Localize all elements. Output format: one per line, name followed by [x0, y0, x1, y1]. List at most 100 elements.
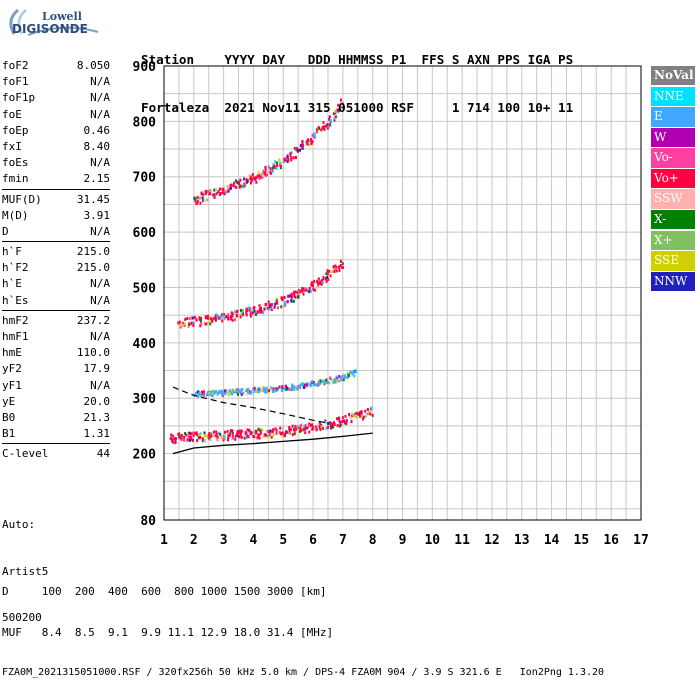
echo-point [318, 379, 321, 383]
echo-point [219, 192, 222, 195]
echo-point [294, 424, 297, 428]
legend-item: W [651, 127, 695, 148]
echo-point [265, 434, 268, 437]
echo-point [301, 382, 304, 386]
y-tick-label: 300 [133, 392, 157, 407]
echo-point [213, 193, 216, 197]
echo-point [260, 387, 263, 391]
param-label: B1 [2, 427, 16, 441]
echo-point [214, 434, 217, 438]
plot-grid [163, 65, 642, 520]
echo-point [312, 284, 314, 288]
echo-point [201, 439, 204, 443]
echo-point [194, 197, 197, 201]
echo-point [265, 170, 268, 174]
echo-point [241, 387, 244, 391]
echo-point [320, 282, 323, 286]
echo-point [338, 107, 341, 111]
x-tick-label: 14 [544, 533, 560, 548]
echo-point [312, 381, 315, 385]
echo-point [303, 424, 306, 428]
echo-point [209, 435, 212, 439]
echo-point [351, 412, 354, 416]
echo-point [327, 124, 330, 128]
echo-point [268, 389, 271, 392]
echo-point [323, 127, 326, 131]
param-value: N/A [90, 91, 110, 105]
echo-point [211, 394, 214, 398]
echo-point [313, 427, 316, 431]
echo-point [252, 387, 255, 391]
echo-point [258, 177, 261, 181]
echo-point [341, 266, 344, 269]
echo-point [226, 184, 229, 188]
echo-point [223, 190, 226, 194]
echo-point [202, 393, 205, 397]
param-label: yF1 [2, 378, 22, 392]
echo-point [232, 389, 235, 393]
param-row: foF1p N/A [2, 90, 110, 106]
echo-point [324, 277, 327, 280]
logo-line2: DIGISONDE [12, 22, 88, 36]
echo-point [236, 309, 239, 313]
echo-point [282, 426, 285, 430]
echo-point [205, 393, 208, 397]
param-row: fmin 2.15 [2, 171, 110, 187]
echo-point [267, 435, 270, 439]
param-label: fxI [2, 139, 22, 153]
param-label: hmF1 [2, 330, 29, 343]
echo-point [224, 391, 227, 395]
echo-point [327, 422, 330, 425]
echo-point [223, 316, 226, 320]
param-label: C-level [2, 447, 49, 461]
echo-point [338, 416, 340, 420]
echo-point [364, 409, 367, 413]
logo-line1: Lowell [42, 10, 82, 23]
echo-point [315, 130, 318, 134]
echo-point [312, 287, 315, 291]
echo-point [298, 148, 301, 152]
echo-point [362, 417, 365, 421]
echo-trace [193, 368, 357, 398]
echo-point [314, 288, 317, 292]
echo-point [231, 436, 234, 440]
echo-point [283, 295, 286, 299]
echo-point [196, 390, 199, 394]
echo-point [340, 265, 343, 269]
echo-point [203, 198, 206, 202]
echo-point [210, 391, 213, 394]
echo-point [304, 426, 307, 430]
echo-point [370, 406, 373, 410]
param-row: hmE 110.0 [2, 345, 110, 361]
param-label: B0 [2, 410, 16, 424]
echo-point [224, 190, 227, 194]
echo-point [249, 432, 252, 436]
x-tick-label: 10 [424, 533, 440, 548]
echo-point [269, 433, 272, 437]
echo-point [337, 379, 340, 383]
echo-point [177, 321, 180, 325]
echo-point [198, 391, 201, 395]
echo-point [269, 429, 272, 433]
echo-point [262, 169, 265, 173]
echo-point [221, 191, 224, 195]
echo-point [207, 316, 210, 320]
echo-point [273, 305, 276, 309]
echo-point [263, 387, 266, 391]
echo-point [328, 115, 331, 119]
echo-point [181, 436, 184, 440]
echo-point [295, 427, 298, 431]
echo-point [213, 196, 216, 199]
echo-point [275, 387, 278, 391]
echo-point [329, 274, 332, 278]
echo-point [258, 436, 261, 440]
echo-point [310, 423, 312, 427]
echo-point [187, 432, 190, 436]
echo-point [216, 435, 219, 439]
echo-point [351, 372, 354, 376]
echo-point [333, 267, 336, 271]
echo-point [296, 148, 299, 152]
y-tick-label: 500 [133, 281, 157, 296]
profile-lines [172, 386, 373, 455]
echo-point [202, 390, 205, 394]
